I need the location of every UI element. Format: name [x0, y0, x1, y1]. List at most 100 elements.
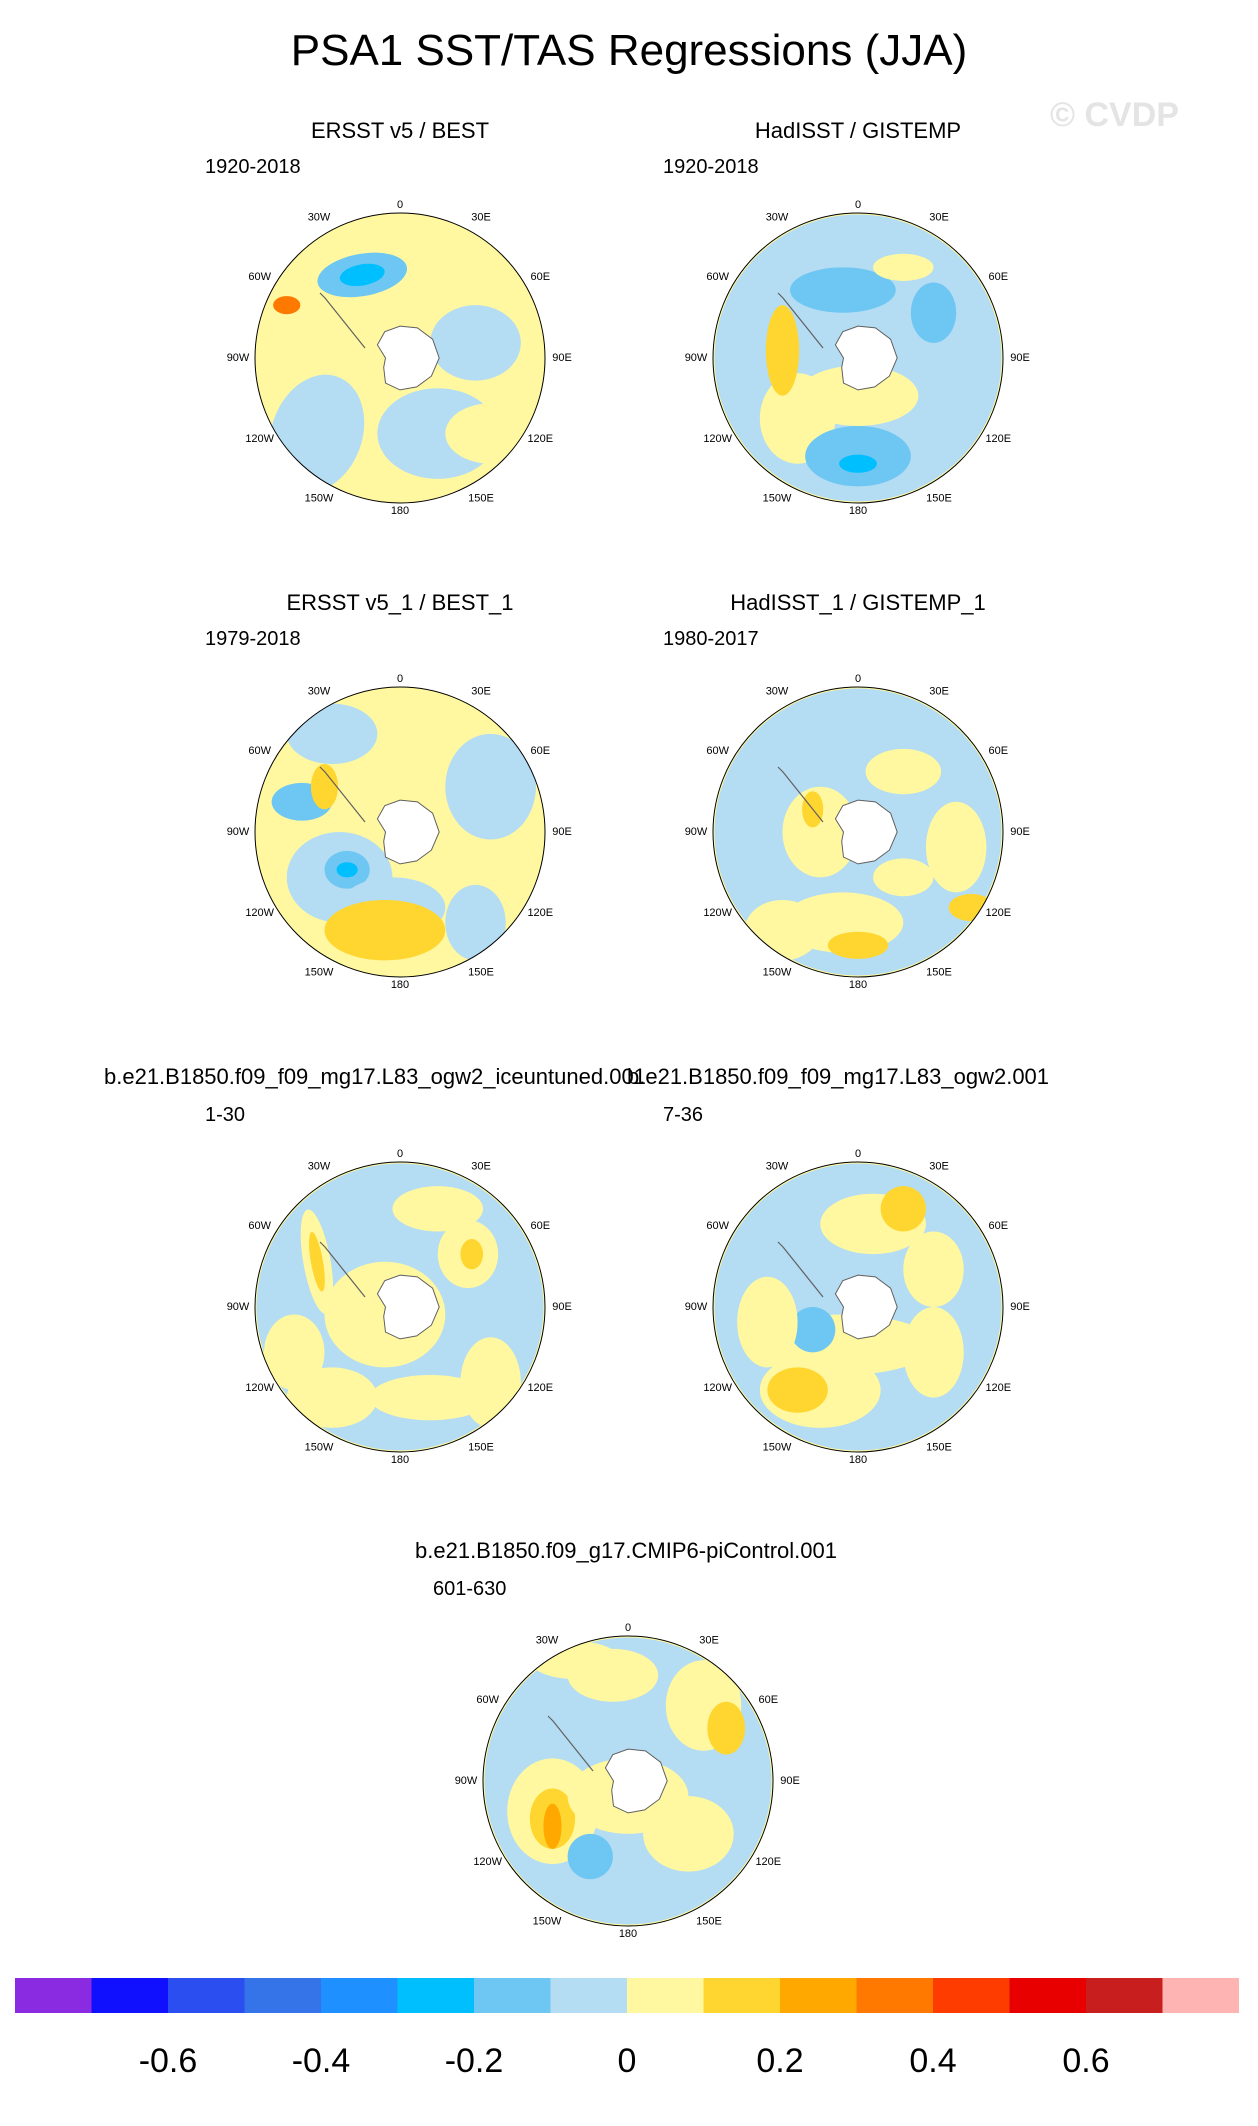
longitude-label: 30W	[308, 1161, 331, 1173]
map-canvas: 0 30E 60E 90E 120E 150E 180 150W 120W 90W 60W 30W	[227, 199, 572, 517]
longitude-label: 120E	[527, 907, 553, 919]
longitude-label: 0	[397, 1148, 403, 1160]
anomaly-region	[797, 365, 919, 426]
map-canvas: 0 30E 60E 90E 120E 150E 180 150W 120W 90W 60W 30W	[685, 1148, 1030, 1466]
longitude-label: 0	[397, 673, 403, 685]
longitude-label: 60W	[706, 745, 729, 757]
longitude-label: 150W	[763, 966, 792, 978]
longitude-label: 120W	[703, 907, 732, 919]
longitude-label: 30E	[699, 1635, 719, 1647]
longitude-label: 60W	[706, 271, 729, 283]
longitude-label: 90E	[552, 826, 572, 838]
map-border	[254, 686, 546, 978]
panel-title: ERSST v5_1 / BEST_1	[286, 590, 514, 615]
map-border	[712, 212, 1004, 504]
panel-title: b.e21.B1850.f09_f09_mg17.L83_ogw2_iceunt…	[104, 1064, 646, 1089]
anomaly-region	[873, 858, 934, 897]
panel-period: 1920-2018	[205, 156, 301, 178]
anomaly-region	[445, 884, 506, 961]
peninsula-coastline	[777, 766, 824, 823]
longitude-label: 30W	[766, 212, 789, 224]
peninsula-coastline	[777, 1241, 824, 1298]
longitude-label: 90W	[227, 1301, 250, 1313]
longitude-label: 180	[849, 1454, 867, 1466]
longitude-label: 0	[855, 673, 861, 685]
longitude-label: 30E	[471, 212, 491, 224]
colorbar-swatch	[321, 1978, 398, 2013]
figure-title: PSA1 SST/TAS Regressions (JJA)	[290, 26, 968, 75]
map-border	[712, 686, 1004, 978]
longitude-label: 120E	[985, 1382, 1011, 1394]
colorbar-swatch	[780, 1978, 857, 2013]
colorbar-swatch	[15, 1978, 92, 2013]
anomaly-region	[707, 1701, 746, 1755]
longitude-label: 120W	[245, 1382, 274, 1394]
longitude-label: 180	[619, 1928, 637, 1940]
longitude-label: 60W	[248, 271, 271, 283]
colorbar-tick-label: -0.4	[291, 2042, 351, 2080]
anomaly-region	[324, 899, 446, 961]
longitude-label: 150E	[468, 966, 494, 978]
panel-title: ERSST v5 / BEST	[310, 118, 490, 143]
map-border	[254, 212, 546, 504]
longitude-label: 150W	[763, 492, 792, 504]
longitude-label: 30E	[929, 1161, 949, 1173]
panel-title: b.e21.B1850.f09_g17.CMIP6-piControl.001	[415, 1538, 837, 1563]
map-canvas: 0 30E 60E 90E 120E 150E 180 150W 120W 90W 60W 30W	[685, 199, 1030, 517]
panel-period: 1979-2018	[205, 628, 301, 650]
longitude-label: 60W	[248, 1220, 271, 1232]
longitude-label: 30E	[471, 1161, 491, 1173]
anomaly-region	[827, 931, 889, 959]
anomaly-region	[865, 748, 942, 795]
colorbar-swatch	[168, 1978, 245, 2013]
longitude-label: 60E	[759, 1694, 779, 1706]
colorbar-swatch	[703, 1978, 781, 2013]
anomaly-region	[925, 801, 987, 893]
map-canvas: 0 30E 60E 90E 120E 150E 180 150W 120W 90W 60W 30W	[227, 673, 572, 991]
anomaly-region	[873, 253, 934, 281]
longitude-label: 150W	[533, 1915, 562, 1927]
anomaly-region	[460, 1337, 521, 1428]
longitude-label: 90W	[685, 1301, 708, 1313]
longitude-label: 90E	[552, 352, 572, 364]
longitude-label: 150E	[696, 1915, 722, 1927]
anomaly-region	[445, 403, 536, 464]
longitude-label: 150E	[468, 1441, 494, 1453]
panel-period: 7-36	[663, 1104, 704, 1126]
antarctica-coastline	[604, 1748, 668, 1814]
panel-title: b.e21.B1850.f09_f09_mg17.L83_ogw2.001	[627, 1064, 1050, 1089]
peninsula-coastline	[319, 766, 366, 823]
anomaly-region	[286, 703, 378, 765]
colorbar	[15, 1978, 1239, 2013]
panel-period: 1980-2017	[663, 628, 759, 650]
anomaly-region	[543, 1803, 562, 1849]
panel-period: 1-30	[205, 1104, 246, 1126]
anomaly-region	[790, 267, 896, 313]
anomaly-region	[744, 899, 821, 961]
polar-map: 0 30E 60E 90E 120E 150E 180 150W 120W 90W 60W 30W	[658, 158, 1058, 558]
longitude-label: 150E	[468, 492, 494, 504]
antarctica-coastline	[834, 799, 898, 865]
longitude-label: 120W	[473, 1856, 502, 1868]
map-border	[254, 1161, 546, 1453]
longitude-label: 90E	[780, 1775, 800, 1787]
polar-map: 0 30E 60E 90E 120E 150E 180 150W 120W 90W 60W 30W	[200, 158, 600, 558]
anomaly-region	[460, 1239, 484, 1270]
peninsula-coastline	[319, 292, 366, 349]
longitude-label: 0	[625, 1622, 631, 1634]
panel-period: 1920-2018	[663, 156, 759, 178]
colorbar-swatch	[91, 1978, 169, 2013]
longitude-label: 150E	[926, 1441, 952, 1453]
panel-period: 601-630	[433, 1578, 507, 1600]
longitude-label: 60E	[989, 1220, 1009, 1232]
longitude-label: 30E	[929, 686, 949, 698]
anomaly-region	[910, 282, 957, 343]
anomaly-region	[310, 764, 339, 810]
longitude-label: 120E	[527, 1382, 553, 1394]
longitude-label: 0	[397, 199, 403, 211]
anomaly-region	[339, 263, 385, 287]
longitude-label: 30E	[471, 686, 491, 698]
colorbar-tick-label: 0.6	[1062, 2042, 1110, 2080]
longitude-label: 60E	[531, 271, 551, 283]
antarctica-coastline	[376, 799, 440, 865]
